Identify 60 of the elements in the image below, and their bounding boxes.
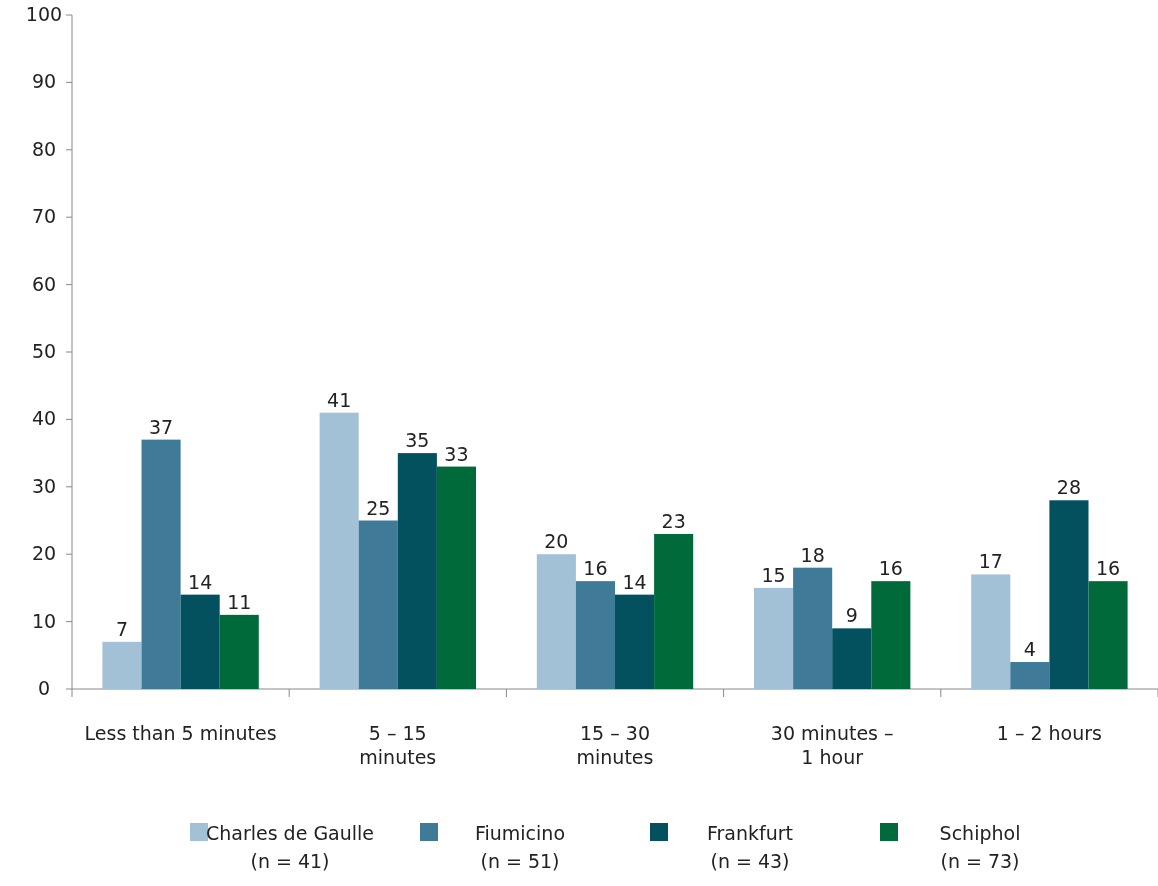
data-label: 16: [1095, 557, 1121, 580]
data-label: 28: [1056, 476, 1082, 499]
data-label: 20: [544, 530, 569, 553]
y-tick-label: 40: [31, 407, 57, 430]
data-label: 14: [622, 570, 647, 593]
bar: [654, 533, 694, 689]
bar: [219, 614, 259, 689]
bar: [397, 453, 437, 689]
data-label: 41: [327, 388, 352, 411]
legend-label: Frankfurt (n = 43): [706, 822, 794, 872]
y-tick-label: 30: [31, 474, 57, 497]
data-label: 18: [800, 543, 825, 566]
bar: [971, 574, 1011, 689]
data-label: 4: [1023, 638, 1036, 661]
legend-label: Fiumicino (n = 51): [474, 822, 566, 872]
legend-label: Schiphol (n = 73): [939, 822, 1021, 872]
data-label: 11: [227, 590, 252, 613]
data-label: 33: [444, 442, 469, 465]
bar: [615, 594, 655, 689]
data-label: 23: [661, 509, 686, 532]
y-tick-label: 10: [31, 609, 57, 632]
bar: [141, 439, 181, 689]
data-label: 9: [845, 604, 858, 627]
data-label: 17: [978, 550, 1003, 573]
x-tick-label: Less than 5 minutes: [84, 722, 277, 744]
x-tick-label: 5 – 15 minutes: [359, 722, 437, 768]
data-label: 16: [878, 557, 903, 580]
x-tick-label: 15 – 30 minutes: [576, 722, 654, 768]
y-tick-label: 70: [31, 205, 57, 228]
x-tick-label: 30 minutes – 1 hour: [770, 722, 894, 768]
data-label: 37: [148, 415, 174, 438]
y-tick-label: 50: [31, 340, 57, 362]
bar: [536, 554, 576, 689]
bar: [793, 567, 833, 689]
x-tick-label: 1 – 2 hours: [996, 722, 1103, 744]
y-tick-label: 90: [31, 70, 57, 93]
data-label: 16: [583, 557, 608, 580]
y-tick-label: 60: [31, 272, 57, 295]
y-tick-label: 0: [37, 677, 51, 699]
bar: [102, 641, 142, 689]
bar: [575, 581, 615, 689]
y-tick-label: 80: [31, 137, 57, 160]
bar: [319, 412, 359, 689]
bar: [436, 466, 476, 689]
legend-label: Charles de Gaulle (n = 41): [205, 822, 375, 872]
bar: [358, 520, 398, 689]
bar: [1049, 500, 1089, 689]
bar: [1010, 662, 1050, 689]
bar: [180, 594, 220, 689]
data-label: 15: [761, 563, 786, 586]
bar: [832, 628, 872, 689]
data-label: 14: [188, 570, 213, 593]
data-label: 7: [115, 617, 128, 640]
bar: [754, 587, 794, 689]
bar: [871, 581, 911, 689]
data-label: 25: [366, 496, 391, 519]
y-tick-label: 100: [25, 3, 63, 25]
data-label: 35: [405, 429, 430, 452]
bar: [1088, 581, 1128, 689]
y-tick-label: 20: [31, 542, 57, 565]
